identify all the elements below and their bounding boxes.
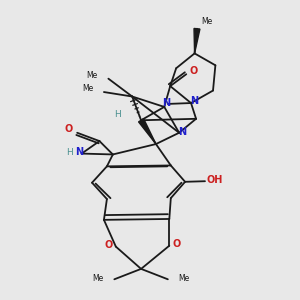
Text: OH: OH — [206, 175, 223, 185]
Polygon shape — [139, 119, 156, 144]
Text: N: N — [75, 147, 83, 158]
Text: Me: Me — [92, 274, 104, 283]
Text: O: O — [172, 239, 181, 249]
Text: N: N — [190, 96, 199, 106]
Text: O: O — [65, 124, 73, 134]
Text: Me: Me — [201, 17, 213, 26]
Text: H: H — [66, 148, 73, 157]
Text: O: O — [104, 240, 112, 250]
Text: N: N — [163, 98, 171, 108]
Text: N: N — [178, 127, 186, 137]
Text: O: O — [190, 66, 198, 76]
Text: Me: Me — [86, 71, 98, 80]
Text: Me: Me — [178, 274, 190, 283]
Text: H: H — [115, 110, 121, 119]
Text: Me: Me — [82, 84, 93, 93]
Polygon shape — [194, 28, 200, 53]
